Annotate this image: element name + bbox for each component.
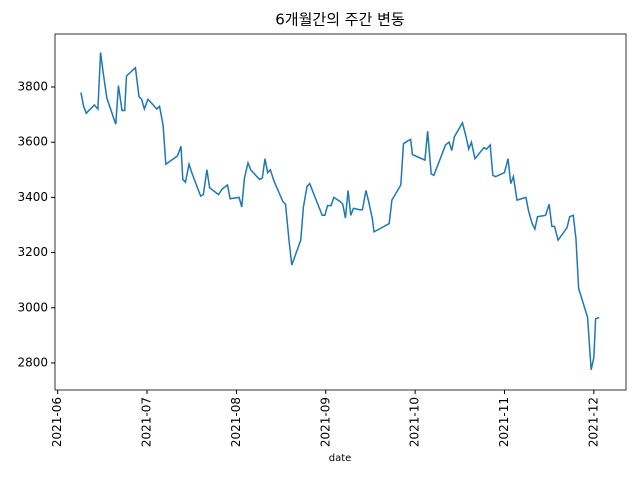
y-tick-label: 3000 xyxy=(17,300,48,314)
x-tick-label: 2021-12 xyxy=(586,397,600,447)
y-tick-label: 3200 xyxy=(17,245,48,259)
y-tick-label: 3800 xyxy=(17,79,48,93)
x-tick-label: 2021-06 xyxy=(50,397,64,447)
x-tick-label: 2021-11 xyxy=(497,397,511,447)
x-tick-label: 2021-10 xyxy=(408,397,422,447)
line-series xyxy=(80,52,600,371)
chart-title: 6개월간의 주간 변동 xyxy=(275,11,405,29)
y-tick-label: 2800 xyxy=(17,355,48,369)
x-tick-label: 2021-08 xyxy=(229,397,243,447)
x-tick-label: 2021-07 xyxy=(140,397,154,447)
plot-frame xyxy=(54,33,627,391)
x-axis-label: date xyxy=(329,453,352,464)
y-tick-label: 3600 xyxy=(17,135,48,149)
y-tick-label: 3400 xyxy=(17,190,48,204)
x-tick-label: 2021-09 xyxy=(318,397,332,447)
